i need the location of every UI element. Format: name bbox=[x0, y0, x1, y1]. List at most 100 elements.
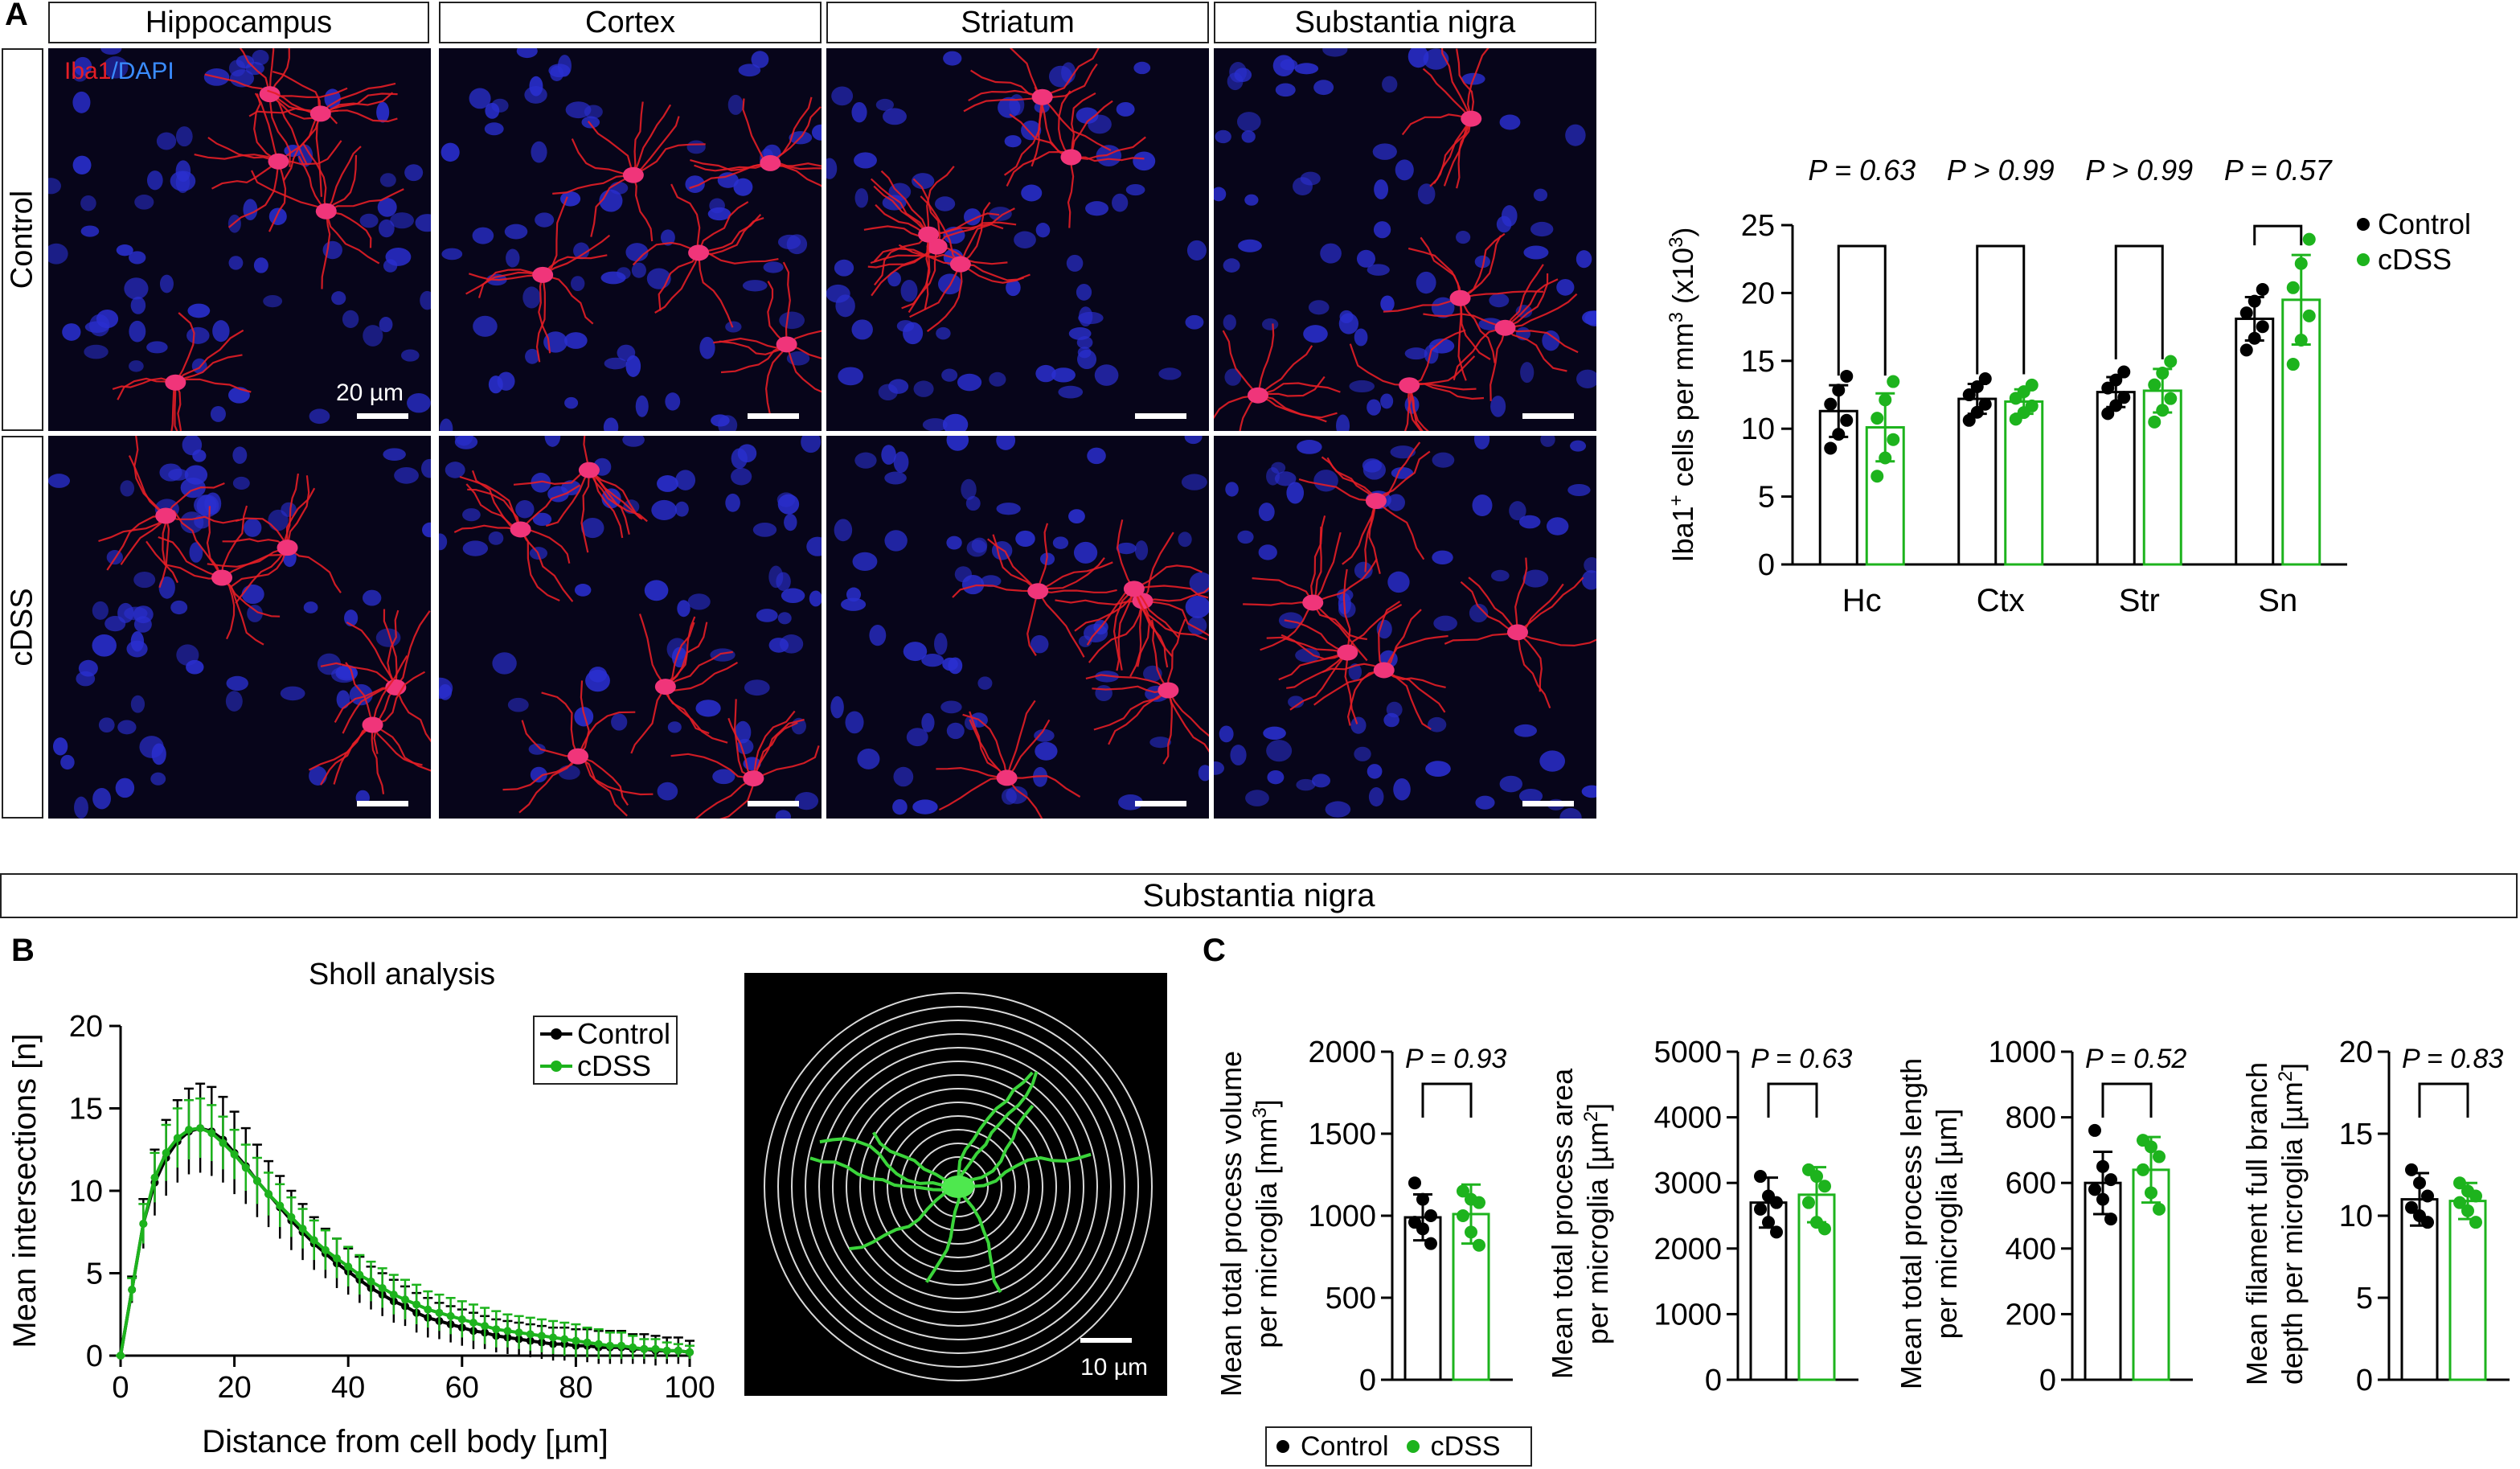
data-point bbox=[469, 1319, 477, 1327]
data-point bbox=[252, 1176, 261, 1185]
data-point bbox=[2145, 1186, 2157, 1200]
sholl-ring bbox=[846, 1074, 1071, 1299]
x-tick-label: 20 bbox=[217, 1371, 251, 1405]
data-point bbox=[2256, 283, 2269, 297]
data-point bbox=[2148, 415, 2161, 429]
data-point bbox=[2088, 1123, 2101, 1137]
legend-dot-cdss bbox=[2357, 253, 2370, 266]
data-point bbox=[1871, 470, 1884, 483]
y-tick-label: 0 bbox=[2039, 1364, 2056, 1397]
sholl-analysis-chart: Sholl analysis 0 5 10 15 20 0 20 40 60 80 100 Distan… bbox=[7, 958, 715, 1459]
data-point bbox=[287, 1213, 296, 1221]
scale-bar bbox=[357, 801, 408, 806]
data-point bbox=[2104, 1213, 2117, 1226]
significance-bracket bbox=[1976, 244, 2026, 375]
microglia-soma bbox=[942, 1176, 974, 1198]
process-volume-chart: 0 500 1000 1500 2000 Mean total process volum… bbox=[1215, 1036, 1513, 1397]
micrograph-control-cortex bbox=[439, 48, 822, 431]
process-length-chart: 0 200 400 600 800 1000 Mean total process leng… bbox=[1895, 1036, 2193, 1397]
data-point bbox=[2469, 1216, 2482, 1229]
region-header-substantia-nigra: Substantia nigra bbox=[1214, 2, 1596, 43]
data-point bbox=[378, 1283, 387, 1292]
y-tick-label: 0 bbox=[2356, 1364, 2373, 1397]
microglia-process bbox=[819, 1137, 959, 1188]
data-point bbox=[276, 1201, 285, 1210]
data-point bbox=[389, 1291, 398, 1299]
data-point bbox=[2153, 1150, 2166, 1163]
microglia-process bbox=[925, 1186, 961, 1283]
data-point bbox=[2413, 1176, 2426, 1190]
data-point bbox=[514, 1328, 523, 1337]
y-tick-label: 400 bbox=[2006, 1233, 2056, 1266]
data-point bbox=[412, 1300, 421, 1309]
scale-bar bbox=[748, 413, 799, 419]
legend-label-control: Control bbox=[1301, 1430, 1389, 1462]
data-point bbox=[537, 1332, 546, 1340]
data-point bbox=[2302, 309, 2316, 322]
y-tick-label: 5000 bbox=[1653, 1036, 1722, 1069]
data-point bbox=[662, 1346, 671, 1355]
data-point bbox=[128, 1286, 137, 1294]
microglia-process bbox=[871, 1131, 959, 1188]
micrograph-cdss-substantia-nigra bbox=[1214, 436, 1596, 819]
data-point bbox=[457, 1315, 466, 1323]
legend-dot-control bbox=[2357, 218, 2370, 231]
y-tick-label: 1500 bbox=[1308, 1118, 1376, 1151]
microglia-process bbox=[957, 1071, 1034, 1188]
sholl-ring bbox=[873, 1102, 1043, 1272]
x-tick-label: 40 bbox=[331, 1371, 365, 1405]
scale-bar bbox=[357, 413, 408, 419]
region-header-cortex: Cortex bbox=[439, 2, 822, 43]
data-point bbox=[207, 1129, 216, 1138]
data-point bbox=[2088, 1183, 2101, 1196]
data-point bbox=[309, 1236, 318, 1245]
data-point bbox=[2239, 306, 2253, 320]
bar-control bbox=[2235, 317, 2275, 566]
sholl-ring bbox=[777, 1006, 1139, 1368]
data-point bbox=[1416, 1222, 1429, 1236]
data-point bbox=[2294, 333, 2308, 347]
y-tick-label: 200 bbox=[2006, 1298, 2056, 1332]
data-point bbox=[1465, 1225, 1477, 1239]
y-axis-label-line2: per microglia [mm3] bbox=[1249, 1099, 1284, 1348]
sholl-microglia-image: 10 µm bbox=[744, 973, 1167, 1396]
data-point bbox=[481, 1322, 490, 1331]
y-tick-label: 0 bbox=[1359, 1364, 1376, 1397]
y-tick-label: 20 bbox=[69, 1010, 103, 1044]
legend-label-control: Control bbox=[577, 1017, 670, 1050]
micrograph-control-hippocampus bbox=[48, 48, 431, 431]
data-point bbox=[2109, 399, 2123, 412]
data-point bbox=[2248, 331, 2261, 345]
p-value-label: P > 0.99 bbox=[1947, 154, 2055, 187]
data-point bbox=[1408, 1176, 1421, 1190]
data-point bbox=[2145, 1140, 2157, 1154]
x-axis-label: Distance from cell body [µm] bbox=[202, 1424, 608, 1459]
data-point bbox=[2156, 367, 2170, 380]
data-point bbox=[1832, 384, 1846, 397]
y-tick-label: 500 bbox=[1326, 1282, 1376, 1315]
data-point bbox=[321, 1245, 330, 1254]
data-point bbox=[583, 1338, 592, 1347]
data-point bbox=[241, 1163, 250, 1172]
data-point bbox=[503, 1327, 512, 1336]
data-point bbox=[367, 1277, 375, 1286]
y-tick-label: 20 bbox=[2339, 1036, 2373, 1069]
data-point bbox=[549, 1333, 558, 1342]
data-point bbox=[526, 1330, 535, 1339]
scale-bar-label-a: 20 µm bbox=[336, 380, 404, 406]
y-tick-label: 15 bbox=[1741, 345, 1775, 379]
data-point bbox=[173, 1134, 182, 1143]
chart-title: Sholl analysis bbox=[309, 958, 495, 991]
data-point bbox=[2096, 1159, 2109, 1173]
scale-bar bbox=[748, 801, 799, 806]
y-axis-label-line1: Mean filament full branch bbox=[2240, 1062, 2273, 1385]
data-point bbox=[230, 1150, 239, 1159]
y-tick-label: 1000 bbox=[1653, 1298, 1722, 1332]
y-tick-label: 15 bbox=[2339, 1118, 2373, 1151]
y-axis-label: Iba1+ cells per mm3 (x103) bbox=[1666, 228, 1700, 563]
panel-c-legend: Control cDSS bbox=[1265, 1426, 1532, 1467]
data-point bbox=[640, 1344, 649, 1353]
bar-cdss bbox=[2142, 389, 2182, 566]
bar-cdss bbox=[2448, 1200, 2487, 1381]
data-point bbox=[605, 1341, 614, 1350]
